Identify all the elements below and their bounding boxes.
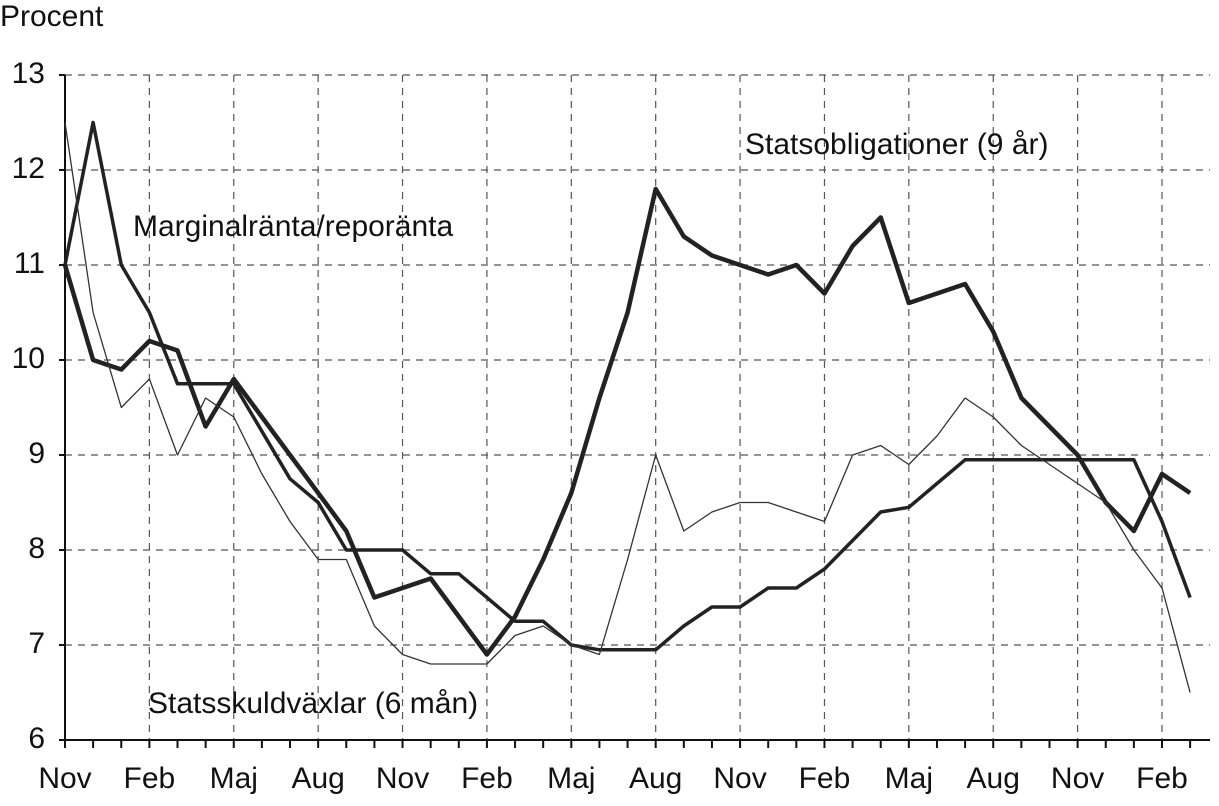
x-tick-label: Aug (629, 762, 682, 795)
x-tick-label: Aug (967, 762, 1020, 795)
y-tick-label: 13 (12, 57, 45, 90)
y-axis-label: Procent (0, 0, 104, 33)
y-tick-label: 7 (28, 627, 45, 660)
series-line (63, 120, 1192, 652)
y-tick-label: 10 (12, 342, 45, 375)
x-tick-label: Maj (547, 762, 595, 795)
series-line (62, 186, 1192, 657)
y-tick-label: 8 (28, 532, 45, 565)
x-tick-label: Nov (376, 762, 429, 795)
y-tick-label: 12 (12, 152, 45, 185)
x-tick-label: Feb (1136, 762, 1188, 795)
y-tick-label: 9 (28, 437, 45, 470)
series-label: Marginalränta/reporänta (133, 210, 454, 243)
y-tick-label: 6 (28, 722, 45, 755)
series-label: Statsskuldväxlar (6 mån) (148, 687, 478, 720)
series-label: Statsobligationer (9 år) (745, 128, 1049, 161)
x-tick-label: Feb (124, 762, 176, 795)
x-tick-label: Maj (885, 762, 933, 795)
series-line (64, 122, 1191, 693)
x-tick-label: Nov (713, 762, 766, 795)
x-tick-label: Nov (1051, 762, 1104, 795)
x-tick-label: Feb (461, 762, 513, 795)
x-tick-label: Nov (38, 762, 91, 795)
x-tick-label: Feb (799, 762, 851, 795)
x-tick-label: Maj (210, 762, 258, 795)
y-tick-label: 11 (14, 247, 45, 280)
x-tick-label: Aug (291, 762, 344, 795)
